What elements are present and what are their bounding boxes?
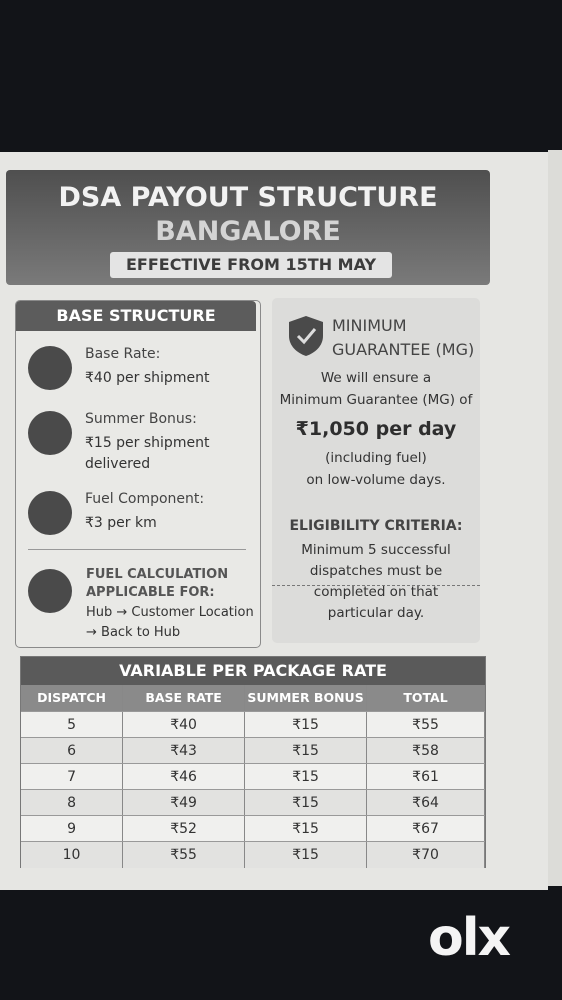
fuel-title: FUEL CALCULATION bbox=[86, 567, 229, 582]
minimum-guarantee-panel: MINIMUM GUARANTEE (MG) We will ensure a Min… bbox=[272, 298, 480, 643]
table-row: 7 ₹46 ₹15 ₹61 bbox=[21, 763, 486, 790]
table-row: 5 ₹40 ₹15 ₹55 bbox=[21, 711, 486, 738]
table-cell: ₹67 bbox=[367, 816, 486, 842]
icon bbox=[28, 491, 72, 535]
item-value: ₹3 per km bbox=[85, 515, 157, 531]
mg-amount: ₹1,050 per day bbox=[295, 418, 457, 440]
icon bbox=[28, 411, 72, 455]
panel-title: BASE STRUCTURE bbox=[16, 301, 256, 331]
base-structure-panel: BASE STRUCTURE Base Rate: ₹40 per shipmen… bbox=[15, 300, 261, 648]
table-cell: ₹52 bbox=[123, 816, 246, 842]
icon bbox=[28, 569, 72, 613]
mg-note: on low-volume days. bbox=[306, 472, 446, 488]
table-cell: 8 bbox=[21, 790, 124, 816]
table-cell: ₹70 bbox=[367, 842, 486, 868]
item-value: delivered bbox=[85, 456, 151, 472]
table-cell: ₹58 bbox=[367, 738, 486, 764]
table-cell: ₹40 bbox=[123, 712, 246, 738]
mg-title: MINIMUM bbox=[332, 316, 407, 335]
paper-edge bbox=[548, 150, 562, 886]
item-value: ₹40 per shipment bbox=[85, 370, 210, 386]
table-cell: ₹43 bbox=[123, 738, 246, 764]
mg-text: Minimum Guarantee (MG) of bbox=[279, 392, 473, 408]
mg-text: We will ensure a bbox=[320, 370, 432, 386]
table-cell: 7 bbox=[21, 764, 124, 790]
table-cell: ₹55 bbox=[123, 842, 246, 868]
table-cell: ₹15 bbox=[245, 790, 368, 816]
table-cell: 10 bbox=[21, 842, 124, 868]
table-cell: 5 bbox=[21, 712, 124, 738]
icon bbox=[28, 346, 72, 390]
item-label: Base Rate: bbox=[85, 346, 161, 362]
fuel-route: → Back to Hub bbox=[86, 625, 181, 640]
divider bbox=[28, 549, 246, 550]
table-cell: ₹64 bbox=[367, 790, 486, 816]
table-cell: SUMMER BONUS bbox=[245, 685, 368, 711]
table-cell: ₹15 bbox=[245, 712, 368, 738]
fuel-route: Hub → Customer Location bbox=[86, 605, 254, 620]
table-cell: ₹46 bbox=[123, 764, 246, 790]
table-cell: 9 bbox=[21, 816, 124, 842]
table-cell: ₹61 bbox=[367, 764, 486, 790]
item-value: ₹15 per shipment bbox=[85, 435, 210, 451]
table-row: 9 ₹52 ₹15 ₹67 bbox=[21, 815, 486, 842]
table-cell: DISPATCH bbox=[21, 685, 124, 711]
table-cell: ₹15 bbox=[245, 738, 368, 764]
eligibility-text: dispatches must be bbox=[309, 563, 443, 579]
table-row: 8 ₹49 ₹15 ₹64 bbox=[21, 789, 486, 816]
eligibility-text: completed on that bbox=[313, 584, 439, 600]
rate-table: VARIABLE PER PACKAGE RATE DISPATCH BASE RA… bbox=[20, 656, 486, 868]
city: BANGALORE bbox=[155, 216, 341, 247]
eligibility-title: ELIGIBILITY CRITERIA: bbox=[289, 518, 463, 534]
table-cell: ₹15 bbox=[245, 764, 368, 790]
shield-icon bbox=[289, 316, 323, 356]
item-label: Summer Bonus: bbox=[85, 411, 197, 427]
table-row: 10 ₹55 ₹15 ₹70 bbox=[21, 841, 486, 868]
eligibility-text: particular day. bbox=[327, 605, 425, 621]
mg-note: (including fuel) bbox=[325, 450, 427, 466]
table-cell: BASE RATE bbox=[123, 685, 246, 711]
table-cell: ₹49 bbox=[123, 790, 246, 816]
effective-date: EFFECTIVE FROM 15TH MAY bbox=[110, 252, 392, 278]
table-row: DISPATCH BASE RATE SUMMER BONUS TOTAL bbox=[21, 685, 486, 711]
mg-title: GUARANTEE (MG) bbox=[332, 340, 475, 359]
table-cell: TOTAL bbox=[367, 685, 486, 711]
table-row: 6 ₹43 ₹15 ₹58 bbox=[21, 737, 486, 764]
divider bbox=[272, 585, 480, 586]
table-cell: 6 bbox=[21, 738, 124, 764]
eligibility-text: Minimum 5 successful bbox=[301, 542, 451, 558]
title: DSA PAYOUT STRUCTURE bbox=[58, 182, 438, 213]
table-cell: ₹15 bbox=[245, 842, 368, 868]
header: DSA PAYOUT STRUCTURE BANGALORE EFFECTIVE… bbox=[6, 170, 490, 285]
watermark: olx bbox=[428, 908, 511, 968]
item-label: Fuel Component: bbox=[85, 491, 205, 507]
table-cell: ₹55 bbox=[367, 712, 486, 738]
table-cell: ₹15 bbox=[245, 816, 368, 842]
table-title: VARIABLE PER PACKAGE RATE bbox=[21, 657, 485, 685]
fuel-title: APPLICABLE FOR: bbox=[86, 585, 215, 600]
